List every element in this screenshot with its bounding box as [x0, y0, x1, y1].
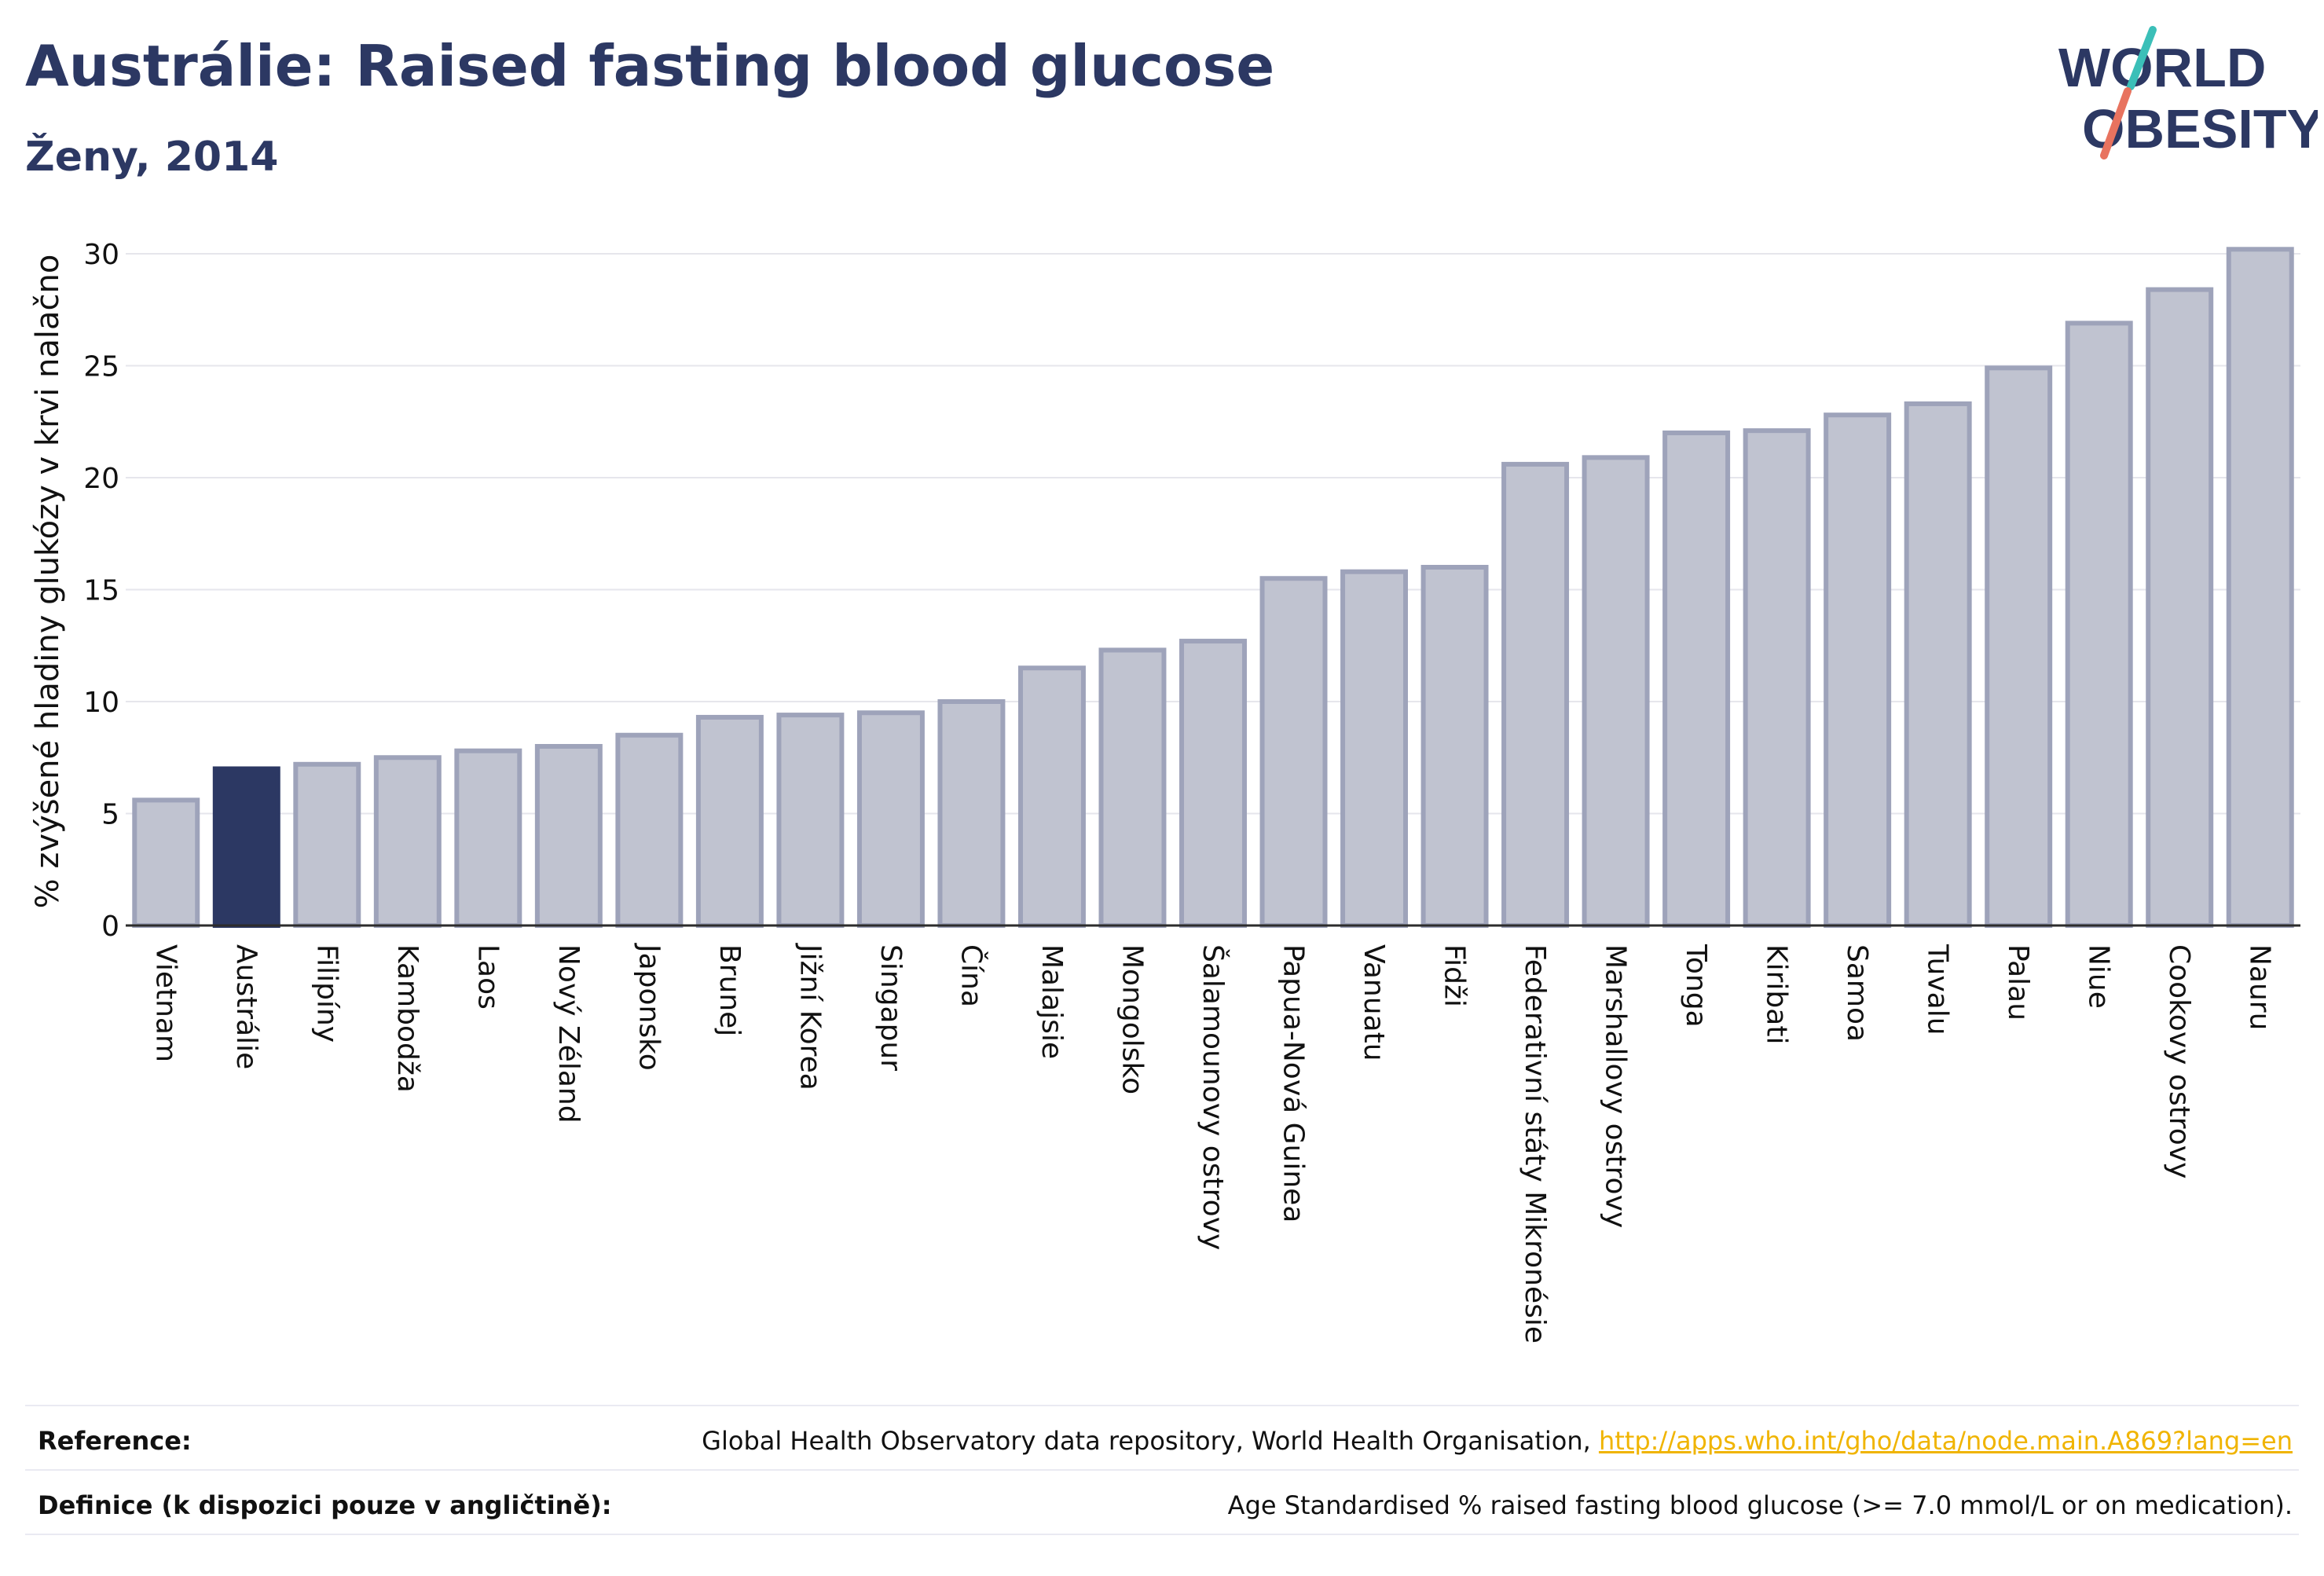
bar-15 — [1259, 576, 1328, 928]
x-tick-labels: Vietnam Austrálie Filipíny Kambodža Laos Nový… — [149, 943, 2275, 1343]
x-tick-label: Marshallovy ostrovy — [1600, 944, 1632, 1228]
bar-23 — [1904, 401, 1972, 928]
reference-link[interactable]: http://apps.who.int/gho/data/node.main.A… — [1598, 1426, 2293, 1456]
x-tick-label: Mongolsko — [1116, 944, 1148, 1094]
x-tick-label: Samoa — [1841, 944, 1873, 1042]
y-tick-label: 5 — [101, 799, 119, 831]
bar-1 — [132, 797, 200, 929]
bar-chart: 0 5 10 15 20 25 30 Vietnam Austrálie Filipíny Kam… — [30, 239, 2300, 1343]
bar-8 — [695, 714, 764, 928]
y-tick-labels: 0 5 10 15 20 25 30 — [83, 239, 119, 943]
logo-slash-teal-icon — [2127, 26, 2157, 90]
x-tick-label: Kambodža — [391, 944, 423, 1093]
reference-label: Reference: — [38, 1426, 192, 1456]
x-tick-label: Fidži — [1439, 944, 1471, 1007]
bar-14 — [1179, 639, 1247, 928]
footer-divider-top — [25, 1405, 2299, 1406]
x-tick-label: Nový Zéland — [552, 944, 585, 1123]
bar-21 — [1743, 428, 1811, 928]
bar-6 — [534, 744, 603, 928]
x-tick-label: Vanuatu — [1358, 944, 1390, 1061]
x-tick-label: Nauru — [2244, 944, 2276, 1030]
reference-value: Global Health Observatory data repositor… — [702, 1426, 2293, 1456]
bar-13 — [1098, 647, 1167, 928]
x-tick-label: Laos — [471, 944, 504, 1010]
x-tick-label: Čína — [955, 944, 988, 1007]
x-tick-label: Singapur — [874, 944, 907, 1071]
y-tick-label: 0 — [101, 911, 119, 943]
y-tick-label: 15 — [83, 575, 119, 607]
bar-27 — [2226, 247, 2294, 928]
footer-divider-middle — [25, 1469, 2299, 1471]
bar-19 — [1582, 455, 1650, 928]
x-tick-label: Šalamounovy ostrovy — [1197, 944, 1230, 1250]
bar-10 — [856, 710, 925, 928]
bar-5 — [454, 748, 522, 929]
x-tick-label: Cookovy ostrovy — [2163, 944, 2195, 1178]
x-tick-label: Niue — [2083, 944, 2115, 1009]
bar-3 — [293, 761, 361, 928]
bar-9 — [776, 713, 845, 928]
x-tick-label: Malajsie — [1036, 944, 1068, 1059]
x-tick-label: Tuvalu — [1922, 944, 1954, 1035]
x-tick-label: Jižní Korea — [794, 943, 826, 1090]
x-tick-label: Japonsko — [632, 943, 665, 1071]
bar-24 — [1985, 365, 2053, 929]
bar-2 — [212, 766, 280, 928]
x-tick-label: Tonga — [1680, 944, 1712, 1028]
bar-17 — [1420, 565, 1489, 928]
x-tick-label: Austrálie — [230, 944, 262, 1069]
definition-label: Definice (k dispozici pouze v angličtině… — [38, 1490, 612, 1520]
page-subtitle: Ženy, 2014 — [25, 134, 279, 181]
y-tick-label: 30 — [83, 239, 119, 271]
x-tick-label: Papua-Nová Guinea — [1277, 944, 1310, 1222]
world-obesity-logo: WORLD OBESITY — [2058, 26, 2318, 159]
bar-20 — [1662, 431, 1731, 928]
x-tick-label: Federativní státy Mikronésie — [1519, 944, 1551, 1343]
bar-4 — [373, 755, 442, 928]
bar-25 — [2065, 321, 2133, 929]
x-tick-label: Palau — [2002, 944, 2034, 1021]
bar-18 — [1501, 461, 1570, 928]
x-tick-label: Brunej — [713, 944, 746, 1036]
bars — [132, 247, 2294, 929]
x-tick-label: Kiribati — [1761, 944, 1793, 1044]
definition-text: Age Standardised % raised fasting blood … — [1227, 1490, 2293, 1520]
bar-22 — [1824, 412, 1892, 928]
y-tick-label: 10 — [83, 687, 119, 719]
bar-7 — [615, 732, 684, 928]
reference-text: Global Health Observatory data repositor… — [702, 1426, 1599, 1456]
page-title: Austrálie: Raised fasting blood glucose — [25, 33, 1275, 99]
logo-slash-coral-icon — [2100, 87, 2132, 159]
bar-16 — [1340, 569, 1409, 928]
y-axis-label: % zvýšené hladiny glukózy v krvi nalačno — [30, 255, 66, 909]
bar-11 — [937, 699, 1006, 928]
x-tick-label: Filipíny — [310, 944, 343, 1043]
x-tick-label: Vietnam — [149, 944, 181, 1062]
y-tick-label: 25 — [83, 351, 119, 383]
bar-26 — [2146, 287, 2214, 929]
logo-text-world: WORLD — [2058, 37, 2266, 98]
bar-12 — [1017, 665, 1086, 928]
footer-divider-bottom — [25, 1534, 2299, 1535]
y-tick-label: 20 — [83, 463, 119, 495]
